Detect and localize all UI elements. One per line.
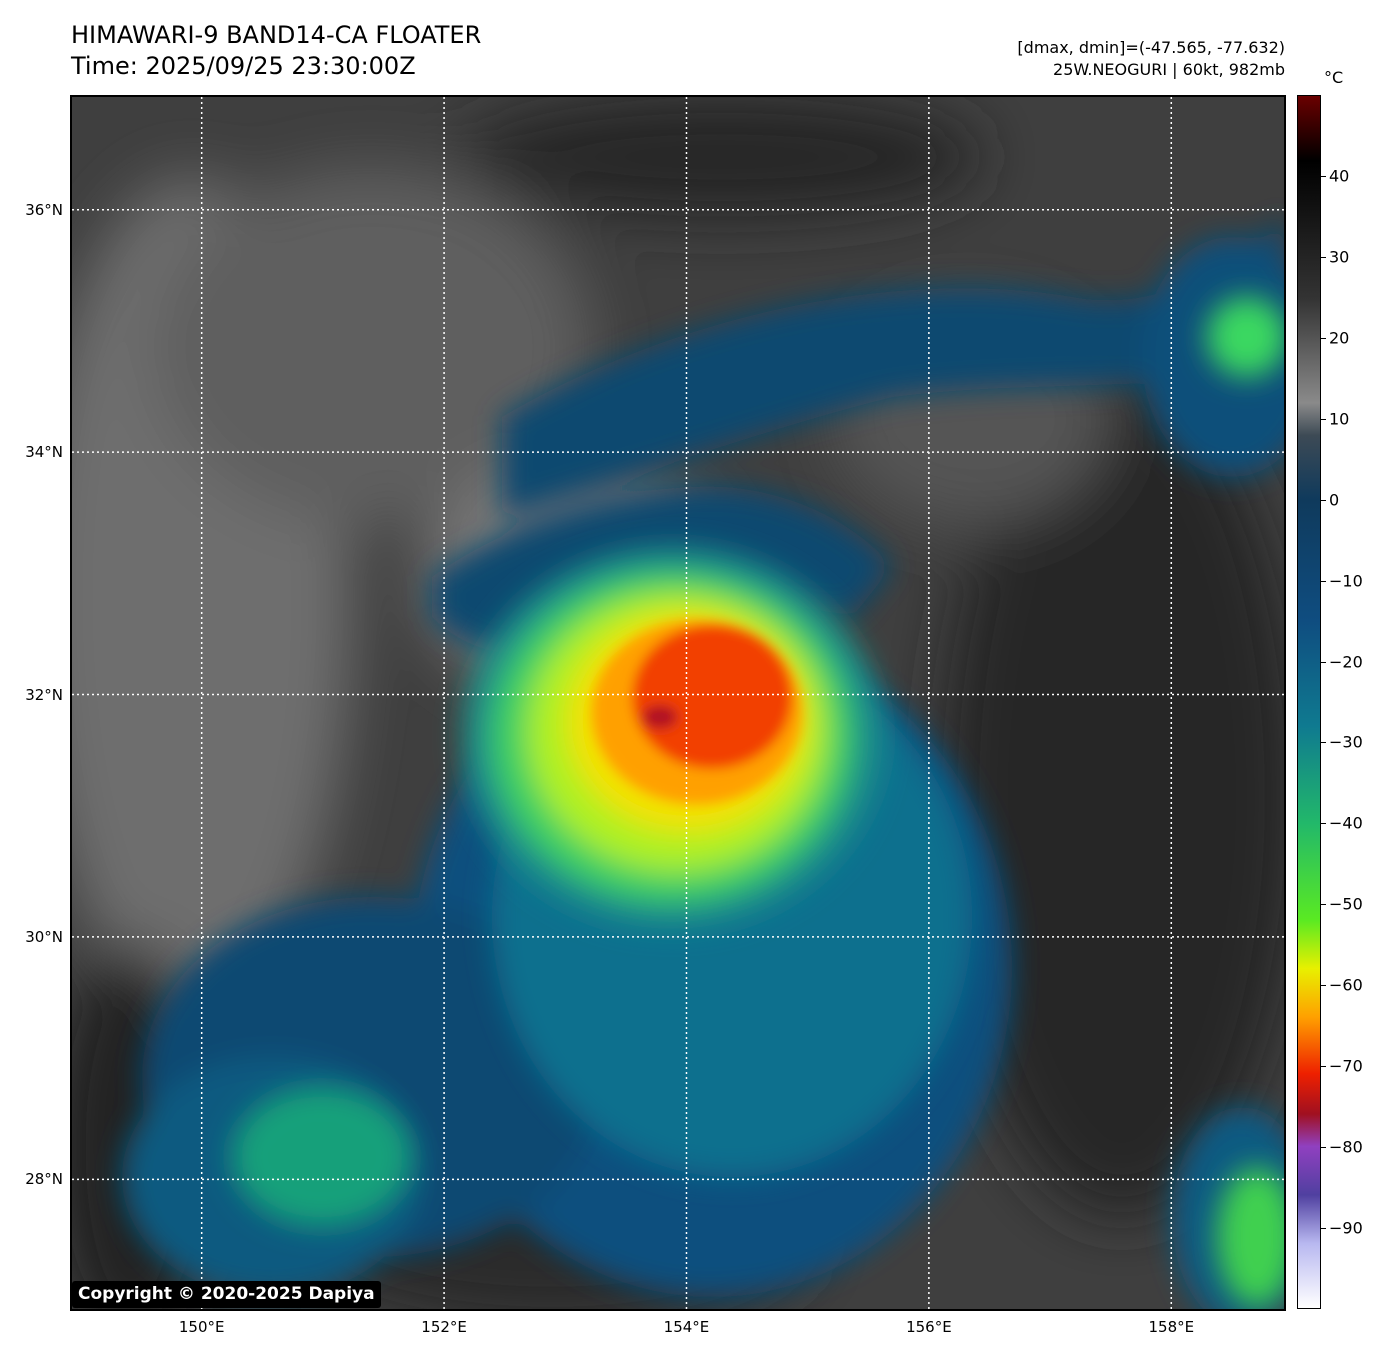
colorbar-tick-mark xyxy=(1321,175,1326,177)
map-title: HIMAWARI-9 BAND14-CA FLOATER xyxy=(71,21,482,49)
colorbar-tick-label: −20 xyxy=(1329,652,1363,672)
latitude-label: 28°N xyxy=(25,1170,63,1189)
colorbar-tick-mark xyxy=(1321,1066,1326,1068)
satellite-map xyxy=(70,95,1286,1311)
colorbar-tick-mark xyxy=(1321,661,1326,663)
longitude-label: 154°E xyxy=(663,1318,710,1336)
observation-time: Time: 2025/09/25 23:30:00Z xyxy=(71,52,416,80)
latitude-label: 36°N xyxy=(25,200,63,219)
longitude-label: 156°E xyxy=(906,1318,952,1336)
colorbar-tick-label: −40 xyxy=(1329,813,1363,833)
colorbar-tick-label: 20 xyxy=(1329,328,1350,348)
storm-core xyxy=(592,620,802,804)
longitude-label: 158°E xyxy=(1148,1318,1195,1336)
colorbar-tick-label: 40 xyxy=(1329,166,1350,186)
colorbar-tick-label: 10 xyxy=(1329,409,1350,429)
colorbar-tick-mark xyxy=(1321,823,1326,825)
colorbar-tick-mark xyxy=(1321,337,1326,339)
satellite-imagery xyxy=(72,97,1284,1309)
latitude-label: 32°N xyxy=(25,685,63,704)
colorbar-tick-mark xyxy=(1321,256,1326,258)
colorbar-tick-mark xyxy=(1321,499,1326,501)
colorbar-tick-label: −90 xyxy=(1329,1218,1363,1238)
colorbar-tick-label: 30 xyxy=(1329,247,1350,267)
latitude-label: 34°N xyxy=(25,443,63,462)
storm-info: 25W.NEOGURI | 60kt, 982mb xyxy=(1053,60,1285,79)
colorbar-tick-label: 0 xyxy=(1329,490,1340,510)
latitude-label: 30°N xyxy=(25,927,63,946)
colorbar-tick-label: −80 xyxy=(1329,1137,1363,1157)
longitude-label: 150°E xyxy=(178,1318,225,1336)
copyright-notice: Copyright © 2020-2025 Dapiya xyxy=(72,1281,381,1308)
colorbar-tick-label: −30 xyxy=(1329,732,1363,752)
colorbar-tick-mark xyxy=(1321,904,1326,906)
colorbar-tick-mark xyxy=(1321,1147,1326,1149)
colorbar-tick-label: −70 xyxy=(1329,1056,1363,1076)
temperature-range-info: [dmax, dmin]=(-47.565, -77.632) xyxy=(1017,38,1285,57)
longitude-label: 152°E xyxy=(421,1318,467,1336)
colorbar-unit: °C xyxy=(1324,68,1344,87)
colorbar-tick-label: −10 xyxy=(1329,571,1363,591)
colorbar-tick-mark xyxy=(1321,1228,1326,1230)
temperature-colorbar xyxy=(1297,95,1321,1309)
colorbar-tick-mark xyxy=(1321,985,1326,987)
colorbar-tick-label: −50 xyxy=(1329,894,1363,914)
colorbar-tick-mark xyxy=(1321,580,1326,582)
colorbar-tick-mark xyxy=(1321,418,1326,420)
colorbar-tick-mark xyxy=(1321,742,1326,744)
colorbar-tick-label: −60 xyxy=(1329,975,1363,995)
gridlines xyxy=(72,97,1284,1309)
